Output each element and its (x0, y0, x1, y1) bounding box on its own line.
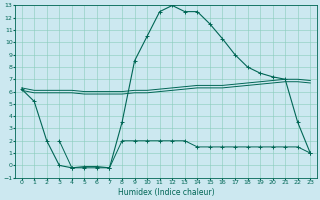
X-axis label: Humidex (Indice chaleur): Humidex (Indice chaleur) (118, 188, 214, 197)
